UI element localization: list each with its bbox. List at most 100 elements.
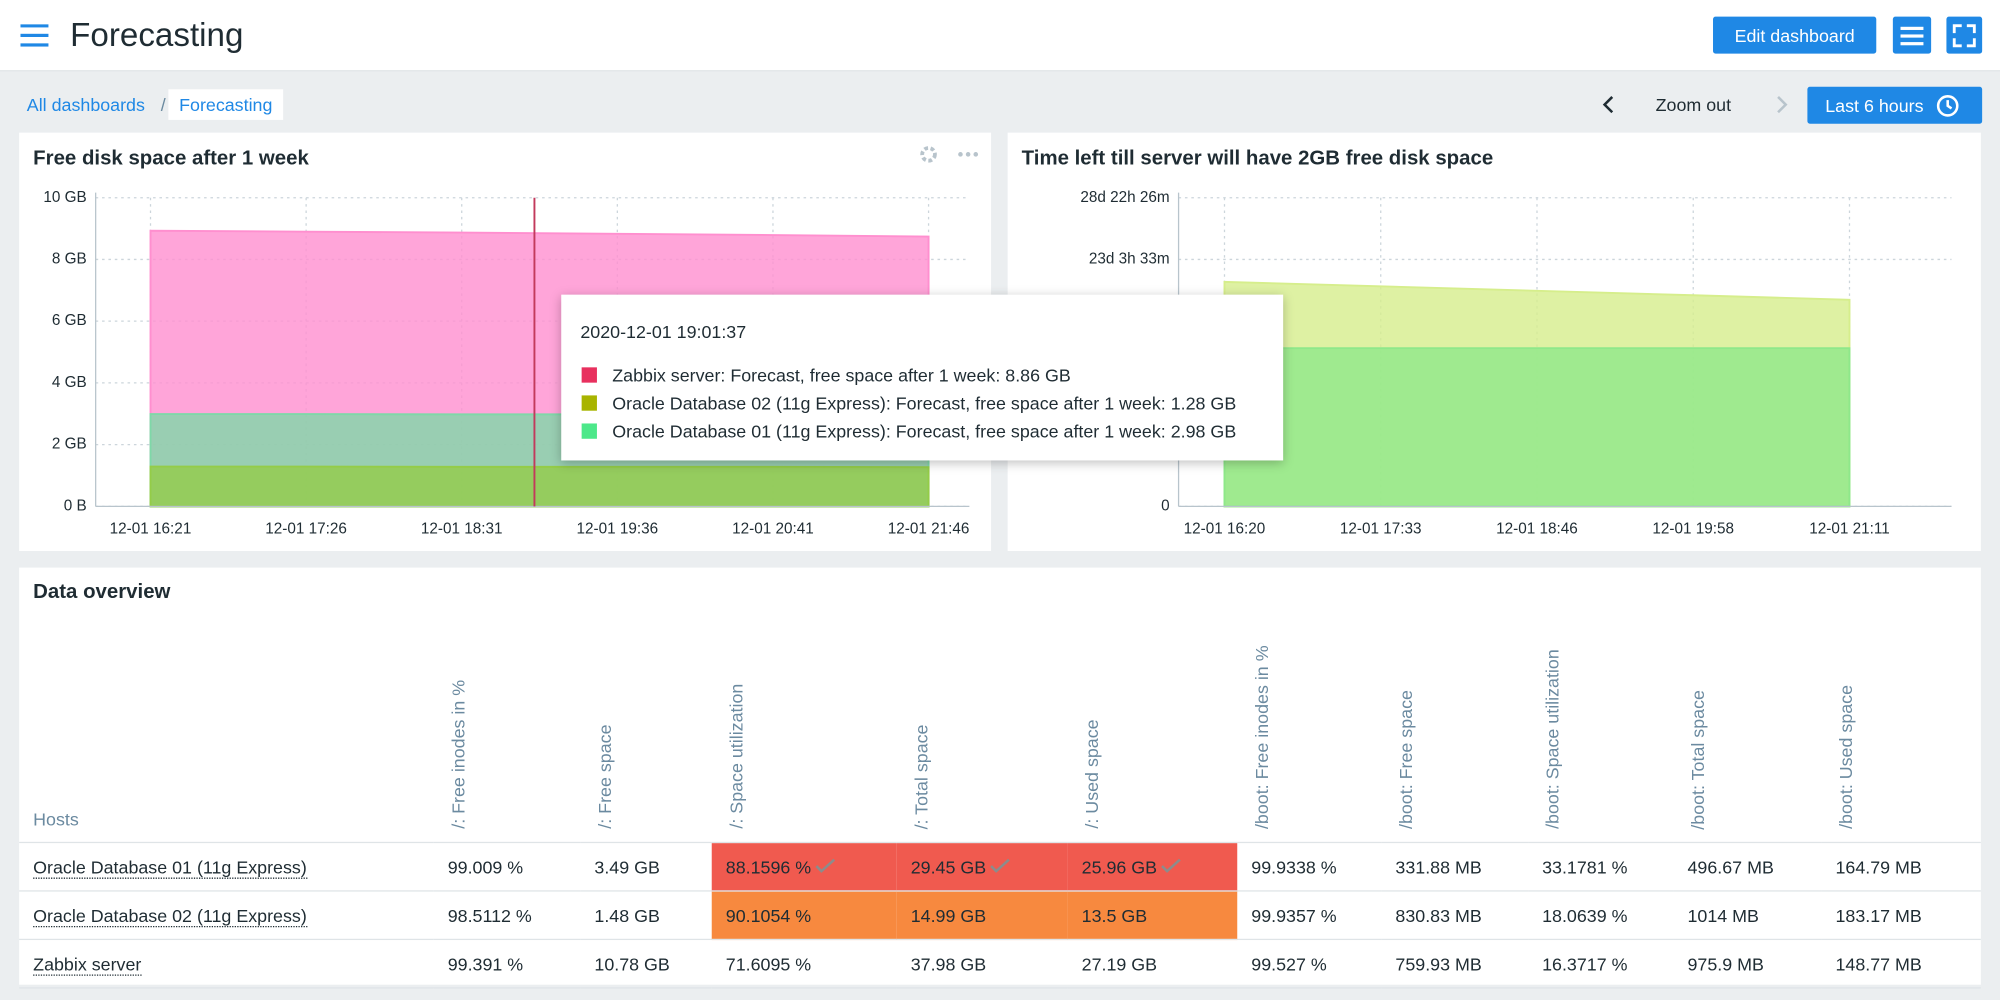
cell-value: 99.9357 % — [1251, 904, 1337, 926]
x-tick-label: 12-01 19:58 — [1652, 520, 1734, 537]
y-tick-label: 0 — [1161, 497, 1170, 514]
value-cell: 1.48 GB — [580, 890, 712, 941]
host-cell: Oracle Database 02 (11g Express) — [19, 890, 434, 941]
check-icon — [1161, 858, 1181, 873]
column-header: Hosts — [19, 612, 434, 844]
cell-value: 496.67 MB — [1687, 856, 1774, 877]
cell-value: 331.88 MB — [1395, 856, 1482, 877]
prev-button[interactable] — [1601, 94, 1616, 114]
host-link[interactable]: Oracle Database 01 (11g Express) — [33, 856, 307, 879]
zoom-out-button[interactable]: Zoom out — [1655, 94, 1732, 115]
header-label: /boot: Free space — [1395, 690, 1416, 830]
x-tick-label: 12-01 21:11 — [1809, 520, 1890, 537]
list-button[interactable] — [1892, 16, 1932, 54]
value-cell: 88.1596 % — [711, 842, 897, 892]
value-cell: 29.45 GB — [896, 842, 1068, 892]
value-cell: 1014 MB — [1673, 890, 1822, 941]
widget-data-overview: Data overview Hosts /: Free inodes in % /:… — [19, 567, 1981, 989]
tooltip: 2020-12-01 19:01:37 Zabbix server: Forec… — [561, 294, 1284, 461]
column-header: /boot: Total space — [1673, 612, 1822, 844]
menu-icon[interactable] — [20, 24, 49, 47]
edit-dashboard-button[interactable]: Edit dashboard — [1713, 16, 1877, 54]
y-tick-label: 0 B — [64, 497, 87, 514]
fullscreen-button[interactable] — [1946, 16, 1983, 54]
time-period-label: Last 6 hours — [1825, 95, 1924, 116]
tooltip-item: Zabbix server: Forecast, free space afte… — [612, 364, 1071, 386]
y-tick-label: 4 GB — [52, 374, 87, 391]
cell-value: 1014 MB — [1687, 904, 1759, 926]
x-tick-label: 12-01 20:41 — [732, 520, 814, 537]
breadcrumb-separator: / — [160, 94, 166, 115]
header-row: Hosts /: Free inodes in % /: Free space /: … — [19, 612, 1981, 844]
host-cell: Zabbix server — [19, 939, 434, 989]
cell-value: 18.0639 % — [1542, 904, 1628, 926]
check-icon — [815, 858, 835, 873]
x-tick-label: 12-01 16:20 — [1184, 520, 1266, 537]
cell-value: 759.93 MB — [1395, 953, 1482, 974]
column-header: /boot: Free space — [1381, 612, 1529, 844]
header-label: /boot: Used space — [1835, 685, 1856, 830]
header-label: /: Free inodes in % — [447, 680, 469, 830]
y-tick-label: 8 GB — [52, 250, 87, 267]
legend-swatch — [581, 423, 597, 439]
y-tick-label: 10 GB — [43, 189, 86, 206]
cell-value: 1.48 GB — [594, 904, 660, 926]
value-cell: 830.83 MB — [1381, 890, 1529, 941]
header-label: /: Free space — [594, 724, 615, 830]
y-tick-label: 23d 3h 33m — [1089, 250, 1170, 267]
data-table: Hosts /: Free inodes in % /: Free space /: … — [19, 612, 1981, 989]
column-header: /: Free inodes in % — [433, 612, 581, 844]
header-label: Hosts — [33, 808, 79, 830]
value-cell: 98.5112 % — [433, 890, 581, 941]
column-header: /: Free space — [580, 612, 712, 844]
host-link[interactable]: Zabbix server — [33, 953, 142, 976]
breadcrumb-link[interactable]: All dashboards — [26, 94, 145, 115]
column-header: /: Total space — [896, 612, 1068, 844]
table-row: Oracle Database 02 (11g Express) 98.5112 … — [19, 890, 1981, 941]
value-cell: 99.009 % — [433, 842, 581, 892]
value-cell: 99.9357 % — [1237, 890, 1382, 941]
breadcrumb-current[interactable]: Forecasting — [168, 89, 284, 120]
check-stroke — [815, 858, 835, 873]
time-period-button[interactable]: Last 6 hours — [1807, 86, 1983, 124]
value-cell: 164.79 MB — [1821, 842, 1981, 892]
value-cell: 71.6095 % — [711, 939, 897, 989]
x-tick-label: 12-01 17:33 — [1340, 520, 1422, 537]
check-stroke — [990, 858, 1010, 873]
value-cell: 99.527 % — [1237, 939, 1382, 989]
cell-value: 14.99 GB — [910, 904, 987, 926]
next-button[interactable] — [1774, 94, 1789, 114]
legend-swatch — [581, 367, 597, 383]
value-cell: 13.5 GB — [1067, 890, 1238, 941]
value-cell: 148.77 MB — [1821, 939, 1981, 989]
x-tick-label: 12-01 16:21 — [110, 520, 192, 537]
cell-value: 830.83 MB — [1395, 904, 1482, 926]
page-title: Forecasting — [70, 15, 244, 54]
cell-value: 37.98 GB — [910, 953, 987, 974]
x-tick-label: 12-01 18:31 — [421, 520, 503, 537]
header-label: /boot: Space utilization — [1542, 649, 1563, 830]
cell-value: 99.391 % — [447, 953, 524, 974]
value-cell: 183.17 MB — [1821, 890, 1981, 941]
header-label: /: Used space — [1081, 719, 1103, 830]
cell-value: 25.96 GB — [1081, 856, 1158, 877]
check-stroke — [1161, 858, 1181, 873]
value-cell: 496.67 MB — [1673, 842, 1822, 892]
cell-value: 99.009 % — [447, 856, 524, 877]
header-label: /boot: Total space — [1687, 689, 1708, 830]
cell-value: 13.5 GB — [1081, 904, 1148, 926]
check-icon — [990, 858, 1010, 873]
tooltip-time: 2020-12-01 19:01:37 — [580, 321, 747, 342]
host-link[interactable]: Oracle Database 02 (11g Express) — [33, 904, 307, 927]
cell-value: 27.19 GB — [1081, 953, 1158, 974]
value-cell: 10.78 GB — [580, 939, 712, 989]
x-tick-label: 12-01 19:36 — [577, 520, 659, 537]
value-cell: 99.391 % — [433, 939, 581, 989]
value-cell: 331.88 MB — [1381, 842, 1529, 892]
area — [1223, 347, 1851, 508]
header-label: /: Space utilization — [725, 684, 747, 830]
cell-value: 33.1781 % — [1542, 856, 1628, 877]
cell-value: 88.1596 % — [725, 856, 812, 877]
widget-actions[interactable] — [917, 144, 981, 164]
cell-value: 71.6095 % — [725, 953, 812, 974]
